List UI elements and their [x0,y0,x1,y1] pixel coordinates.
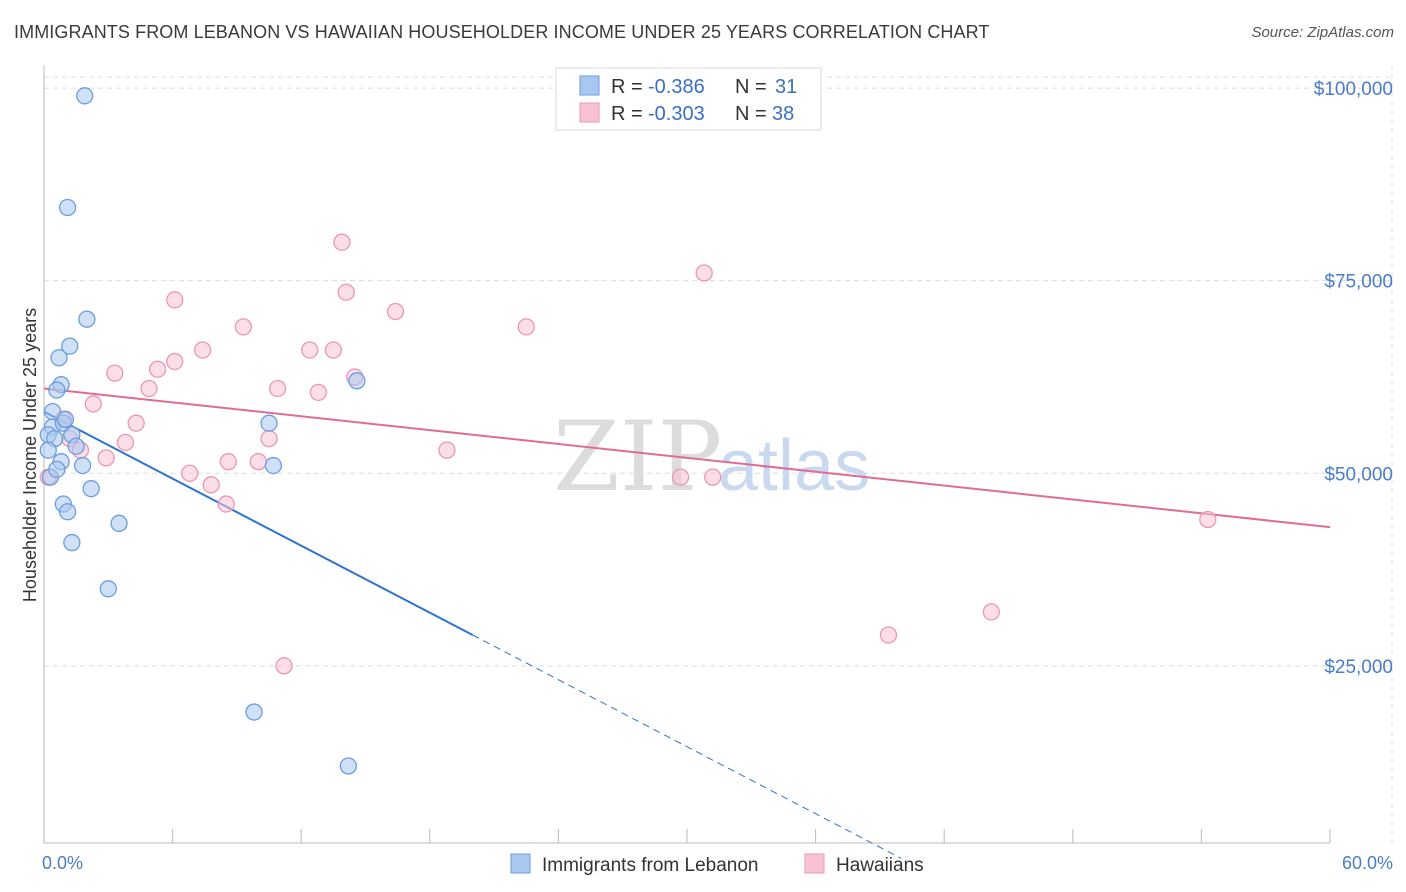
lebanon-point [82,480,100,498]
hawaiian-point [879,626,898,644]
lebanon-trend-extension [472,634,902,859]
hawaiian-point [219,453,237,471]
watermark-zip: ZIP [553,401,722,513]
lebanon-point [348,372,366,390]
lebanon-point [245,703,263,721]
y-tick-label: $100,000 [1314,79,1393,100]
stats-legend: R = -0.386 N = 31 R = -0.303 N = 38 [555,67,822,131]
series-legend-swatch-lebanon [510,853,531,874]
hawaiian-point [260,429,278,448]
hawaiian-point [704,468,722,486]
hawaiian-point [234,318,252,336]
hawaiian-point [324,341,343,359]
lebanon-trend-line [43,410,474,636]
hawaiian-point [202,476,220,494]
series-legend: Immigrants from Lebanon Hawaiians [510,853,924,876]
hawaiian-point [982,603,1001,621]
data-points [39,87,1217,775]
lebanon-point [76,87,94,105]
lebanon-point [39,441,57,459]
legend-n-label-hawaiians: N = [735,103,767,125]
stats-legend-row-lebanon: R = -0.386 N = 31 [579,75,797,98]
legend-swatch-lebanon [579,75,600,96]
lebanon-point [78,310,96,328]
hawaiian-point [116,433,135,452]
lebanon-point [48,381,66,399]
hawaiian-point [217,495,235,513]
stats-legend-row-hawaiians: R = -0.303 N = 38 [579,102,794,125]
legend-n-value-lebanon: 31 [775,76,797,98]
lebanon-point [63,533,81,552]
x-tick-label-max: 60.0% [1342,853,1393,873]
hawaiian-point [127,414,145,432]
trend-lines [43,387,1331,859]
hawaiian-point [1199,510,1217,529]
lebanon-point [260,414,278,432]
lebanon-point [264,456,282,475]
hawaiian-point [337,283,355,301]
hawaiian-point [106,364,124,382]
hawaiian-point [166,352,184,371]
y-tick-label: $75,000 [1324,272,1393,293]
chart-title: IMMIGRANTS FROM LEBANON VS HAWAIIAN HOUS… [14,22,990,42]
hawaiian-point [249,453,267,471]
lebanon-point [56,410,75,428]
legend-r-label-hawaiians: R = [611,103,643,125]
legend-swatch-hawaiians [579,102,600,123]
lebanon-point [99,580,117,598]
lebanon-point [339,757,358,775]
grid-lines [44,65,1393,843]
stats-legend-box [555,67,822,131]
y-axis-label: Householder Income Under 25 years [20,308,40,602]
watermark-atlas: atlas [718,426,870,506]
hawaiian-point [301,341,319,359]
hawaiian-point [309,383,327,402]
hawaiian-point [671,468,690,486]
hawaiian-point [140,379,158,398]
legend-r-value-lebanon: -0.386 [648,76,705,98]
chart-source: Source: ZipAtlas.com [1251,24,1394,41]
hawaiian-point [517,318,535,336]
lebanon-point [48,460,66,479]
lebanon-point [61,337,79,355]
lebanon-point [110,514,128,532]
hawaiian-point [84,395,102,413]
watermark: ZIP atlas [553,401,870,513]
lebanon-point [43,402,62,421]
legend-r-label-lebanon: R = [611,76,643,98]
series-legend-swatch-hawaiians [804,853,825,874]
lebanon-point [67,437,85,455]
y-tick-label: $25,000 [1324,657,1393,678]
hawaiian-point [438,441,456,459]
lebanon-point [58,198,77,217]
hawaiian-point [166,291,184,309]
hawaiian-point [181,464,199,482]
series-legend-label-lebanon: Immigrants from Lebanon [542,855,759,876]
hawaiian-point [148,360,167,378]
hawaiian-point [97,449,115,467]
hawaiian-point [333,233,351,251]
legend-n-label-lebanon: N = [735,76,767,98]
hawaiian-trend-line [43,387,1331,529]
series-legend-label-hawaiians: Hawaiians [836,855,924,876]
legend-n-value-hawaiians: 38 [772,103,794,125]
hawaiian-point [268,379,287,398]
legend-r-value-hawaiians: -0.303 [648,103,705,125]
hawaiian-point [386,302,405,321]
y-tick-label: $50,000 [1324,464,1393,485]
hawaiian-point [275,657,293,675]
hawaiian-point [695,264,713,282]
lebanon-point [50,349,68,367]
hawaiian-point [193,341,212,359]
lebanon-point [73,456,92,475]
lebanon-point [58,503,77,521]
x-tick-label-min: 0.0% [42,853,83,873]
tick-labels: $25,000 $50,000 $75,000 $100,000 0.0% 60.0% [42,79,1393,873]
